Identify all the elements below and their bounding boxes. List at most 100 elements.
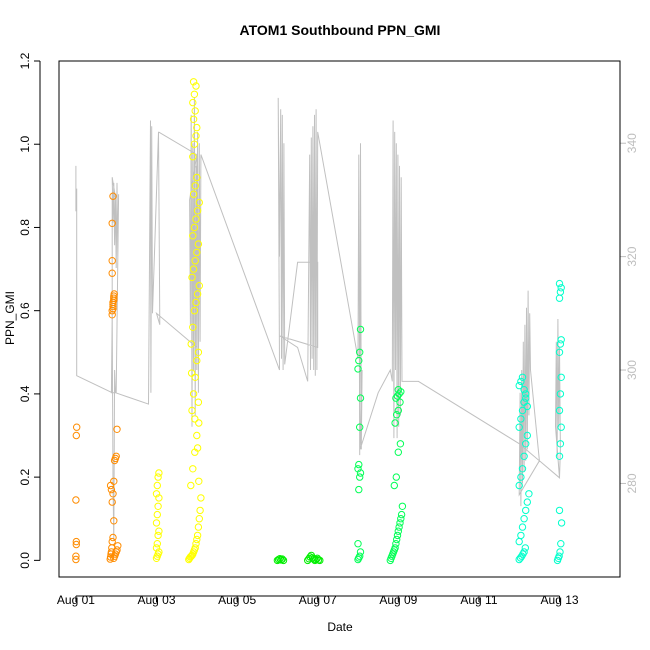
data-point [193,248,201,257]
data-point [394,527,402,535]
y-tick-label: 0.0 [18,552,32,569]
data-point [154,502,162,510]
data-point [191,373,199,381]
data-point [393,411,401,419]
data-point [555,406,564,415]
data-point [518,406,527,415]
data-point [517,473,525,481]
data-point [155,494,163,502]
data-point [108,498,116,506]
data-point [155,527,163,535]
data-point [279,556,288,565]
data-point [108,257,116,265]
data-point [398,502,407,510]
data-point [555,452,564,460]
data-point [313,554,321,562]
data-point [397,510,406,519]
data-point [396,398,404,406]
data-point [557,519,566,527]
data-point [515,423,523,431]
data-point [193,123,201,132]
data-point [557,540,565,548]
data-point [194,398,203,406]
data-point [520,548,528,556]
data-point [191,182,199,190]
data-point [355,356,363,365]
data-point [155,548,163,556]
data-point [393,531,402,540]
data-point [557,373,565,381]
y-tick-label: 0.4 [18,385,32,402]
data-point [278,555,286,563]
data-point [356,548,365,556]
data-point [522,506,530,515]
data-point [394,386,402,394]
data-point [525,490,533,498]
data-point [189,98,197,107]
data-point [110,294,118,302]
data-point [189,232,197,240]
data-point [354,365,362,373]
data-point [391,419,399,427]
data-point [155,469,163,477]
y2-tick-label: 300 [625,360,639,380]
data-point [113,425,121,433]
data-point [189,323,197,331]
x-tick-label: Aug 11 [460,593,497,607]
data-point [109,192,117,200]
data-point [356,348,364,356]
data-point [189,190,198,198]
secondary-line-layer [75,97,561,541]
data-point [555,279,564,288]
data-point [109,490,117,498]
data-point [190,90,199,99]
axes-layer: 0.0 0.2 0.4 0.6 0.8 1.0 1.2 Aug 01 Aug 03 Aug 05 A… [18,52,639,607]
data-point [390,481,398,490]
data-point [355,485,363,494]
data-point [520,452,528,460]
data-point [515,537,523,546]
data-point [188,406,196,415]
data-point [187,552,195,560]
data-point [555,506,564,515]
data-point [193,356,201,365]
data-point [195,515,204,523]
data-point [193,207,202,215]
data-point [354,465,362,473]
y2-tick-label: 280 [625,473,639,493]
data-point [392,540,400,548]
points-layer [72,78,566,565]
data-point [195,419,203,427]
data-point [113,546,121,554]
data-point [196,506,204,515]
data-point [191,544,199,552]
data-point [188,273,196,282]
x-axis-label: Date [327,620,353,634]
data-point [517,377,525,386]
data-point [354,540,362,548]
y-tick-label: 0.6 [18,302,32,319]
data-point [192,540,200,548]
y-tick-label: 1.0 [18,136,32,153]
data-point [397,515,405,523]
data-point [193,531,202,540]
x-tick-label: Aug 01 [57,593,95,607]
data-point [108,537,116,546]
data-point [518,523,527,531]
data-point [515,481,523,490]
data-point [397,388,405,396]
data-point [154,473,162,481]
data-point [193,290,202,298]
data-point [192,298,200,307]
data-point [556,548,564,556]
data-point [110,517,118,525]
data-point [192,215,200,223]
data-point [192,82,200,90]
data-point [523,431,531,440]
x-tick-label: Aug 09 [379,593,417,607]
data-point [523,498,531,506]
y-tick-label: 0.2 [18,468,32,485]
data-point [516,554,525,562]
data-point [191,107,199,115]
data-point [557,423,565,431]
